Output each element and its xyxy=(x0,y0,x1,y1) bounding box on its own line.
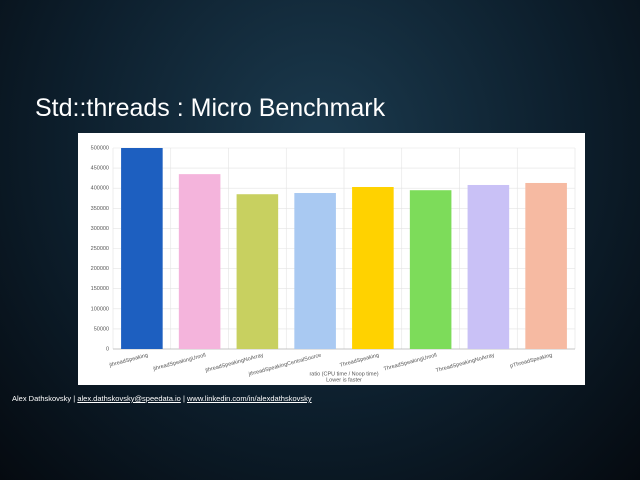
footer: Alex Dathskovsky | alex.dathskovsky@spee… xyxy=(12,394,312,403)
y-tick-label: 250000 xyxy=(91,246,109,252)
y-tick-label: 450000 xyxy=(91,166,109,172)
y-tick-label: 400000 xyxy=(91,186,109,192)
email-link[interactable]: alex.dathskovsky@speedata.io xyxy=(77,394,181,403)
bar xyxy=(467,184,510,349)
y-tick-label: 50000 xyxy=(94,326,109,332)
y-tick-label: 100000 xyxy=(91,306,109,312)
x-axis-note: Lower is faster xyxy=(326,377,362,383)
y-tick-label: 0 xyxy=(106,346,109,352)
separator: | xyxy=(73,394,76,403)
bar xyxy=(178,174,221,349)
y-tick-label: 150000 xyxy=(91,286,109,292)
y-tick-label: 500000 xyxy=(91,145,109,151)
bar xyxy=(409,190,452,349)
x-axis-label: ratio (CPU time / Noop time) xyxy=(309,371,378,377)
bar xyxy=(352,186,394,349)
author: Alex Dathskovsky xyxy=(12,394,72,403)
bar xyxy=(525,182,567,349)
separator: | xyxy=(182,394,185,403)
y-tick-label: 300000 xyxy=(91,226,109,232)
bar xyxy=(236,194,279,349)
bar xyxy=(121,148,163,349)
slide-title: Std::threads : Micro Benchmark xyxy=(35,94,386,122)
bar xyxy=(294,193,336,349)
y-tick-label: 200000 xyxy=(91,266,109,272)
y-tick-label: 350000 xyxy=(91,206,109,212)
chart: 0 50000 100000 150000 200000 250000 300000 3500… xyxy=(78,133,585,385)
linkedin-link[interactable]: www.linkedin.com/in/alexdathskovsky xyxy=(186,394,312,403)
